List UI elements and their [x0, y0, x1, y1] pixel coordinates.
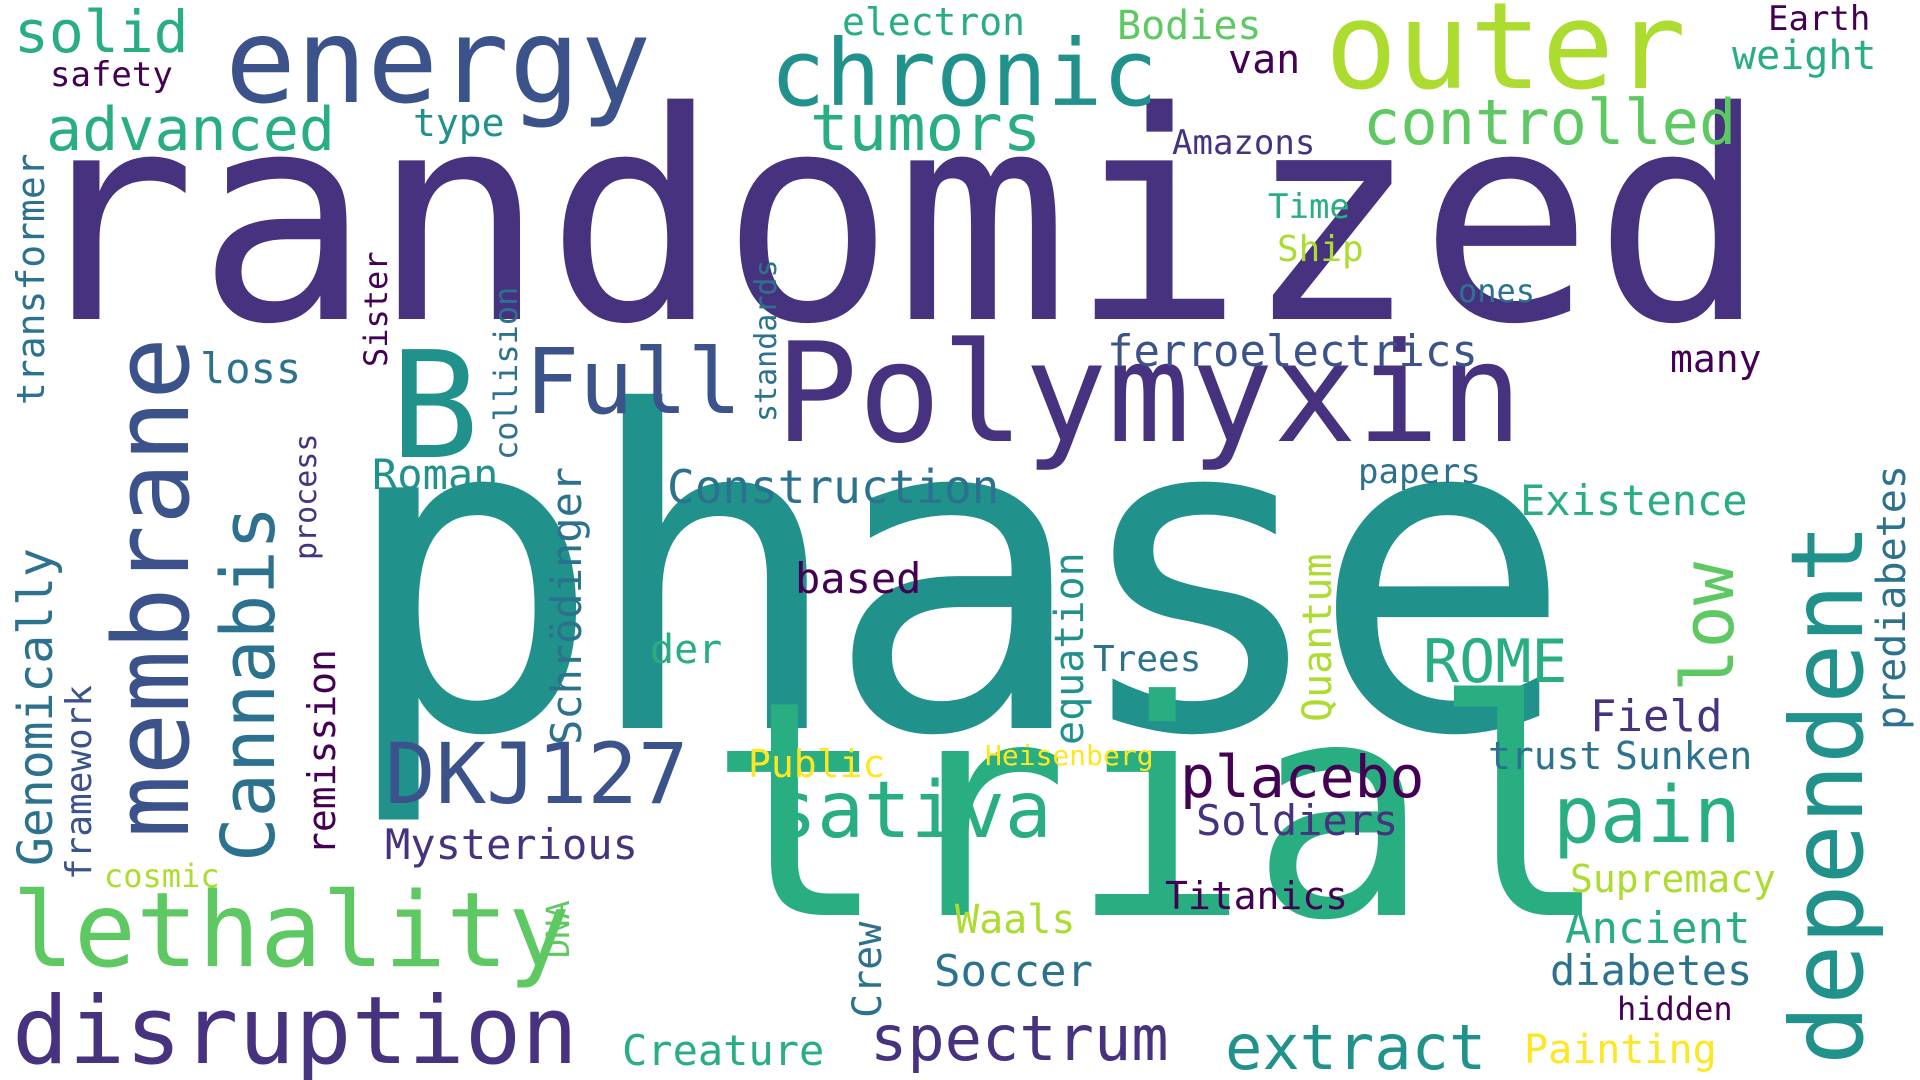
word-waals: Waals: [955, 897, 1076, 943]
word-membrane: membrane: [91, 337, 213, 838]
word-collision: collision: [487, 286, 525, 460]
word-schrodinger: Schrödinger: [542, 466, 591, 745]
word-ship: Ship: [1277, 229, 1364, 270]
word-hidden: hidden: [1617, 990, 1733, 1028]
word-based: based: [795, 554, 922, 603]
word-low: low: [1666, 561, 1750, 692]
word-construction: Construction: [667, 460, 1000, 514]
word-creature: Creature: [622, 1026, 825, 1075]
word-many: many: [1670, 337, 1762, 381]
word-disruption: disruption: [12, 977, 578, 1080]
word-field: Field: [1590, 691, 1723, 742]
word-lethality: lethality: [12, 871, 571, 991]
word-trees: Trees: [1093, 639, 1202, 680]
word-quantum: Quantum: [1295, 553, 1341, 722]
word-placebo: placebo: [1180, 743, 1425, 811]
word-dependent: dependent: [1769, 523, 1886, 1065]
word-sister: Sister: [357, 251, 395, 367]
word-trust: trust: [1488, 734, 1603, 778]
word-loss: loss: [200, 344, 302, 393]
word-safety: safety: [50, 55, 173, 95]
word-sativa: sativa: [770, 766, 1052, 856]
word-extract: extract: [1225, 1011, 1487, 1080]
word-rome: ROME: [1423, 627, 1568, 697]
word-process: process: [289, 433, 324, 560]
word-chronic: chronic: [770, 20, 1158, 127]
word-equation: equation: [1047, 552, 1093, 745]
word-soldiers: Soldiers: [1196, 796, 1399, 845]
word-genomically: Genomically: [8, 548, 64, 866]
word-type: type: [413, 101, 505, 145]
word-ones: ones: [1458, 272, 1536, 310]
word-heisenberg: Heisenberg: [985, 739, 1154, 772]
word-titanics: Titanics: [1165, 874, 1349, 918]
word-prediabetes: prediabetes: [1869, 465, 1915, 730]
word-van: van: [1228, 37, 1301, 83]
word-phase: phase: [338, 320, 1575, 832]
word-ferroelectrics: ferroelectrics: [1107, 326, 1478, 377]
word-tumors: tumors: [810, 92, 1042, 166]
word-soccer: Soccer: [934, 946, 1093, 997]
word-dna: DNA: [539, 900, 577, 958]
word-sunken: Sunken: [1615, 734, 1753, 778]
word-transformer: transformer: [9, 153, 53, 405]
word-painting: Painting: [1524, 1027, 1717, 1073]
word-public: Public: [748, 742, 886, 786]
word-standards: standards: [749, 259, 784, 422]
word-dkj127: DKJ127: [385, 725, 689, 823]
word-trial: trial: [708, 637, 1612, 986]
word-mysterious: Mysterious: [385, 820, 638, 869]
word-existence: Existence: [1520, 476, 1748, 525]
word-supremacy: Supremacy: [1570, 857, 1776, 901]
word-diabetes: diabetes: [1550, 946, 1753, 995]
word-electron: electron: [842, 0, 1026, 44]
word-weight: weight: [1732, 33, 1877, 79]
word-solid: solid: [14, 0, 189, 66]
word-cannabis: Cannabis: [206, 505, 292, 862]
word-earth: Earth: [1768, 0, 1871, 39]
word-polymyxin: Polymyxin: [775, 313, 1523, 474]
word-pain: pain: [1553, 771, 1741, 861]
word-der: der: [650, 627, 723, 673]
word-amazons: Amazons: [1172, 123, 1316, 163]
word-energy: energy: [225, 0, 652, 130]
word-advanced: advanced: [46, 95, 335, 165]
word-papers: papers: [1358, 452, 1481, 492]
word-remission: remission: [300, 649, 344, 855]
word-bodies: Bodies: [1117, 3, 1262, 49]
word-controlled: controlled: [1363, 86, 1737, 159]
word-crew: Crew: [845, 921, 891, 1018]
word-framework: framework: [59, 684, 100, 880]
word-outer: outer: [1325, 0, 1687, 117]
word-b: B: [390, 320, 480, 492]
word-full: Full: [525, 330, 742, 435]
word-spectrum: spectrum: [870, 1002, 1169, 1075]
word-ancient: Ancient: [1565, 903, 1751, 954]
word-randomized: randomized: [22, 51, 1768, 388]
word-cosmic: cosmic: [104, 857, 220, 895]
word-time: Time: [1268, 187, 1350, 227]
word-roman: Roman: [372, 450, 499, 499]
